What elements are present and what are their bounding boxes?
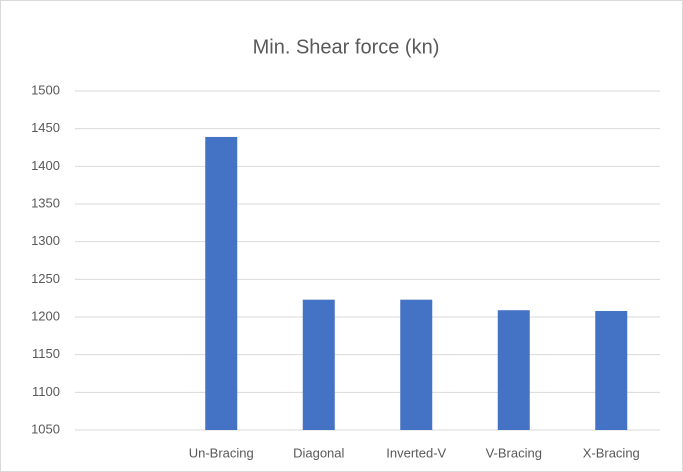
bar	[205, 136, 238, 430]
bar	[595, 310, 628, 430]
x-tick-label: X-Bracing	[583, 445, 640, 460]
bar	[497, 310, 530, 430]
y-tick-label: 1450	[31, 120, 60, 135]
y-tick-label: 1200	[31, 308, 60, 323]
x-tick-label: Diagonal	[293, 445, 344, 460]
y-tick-label: 1300	[31, 233, 60, 248]
bar	[302, 299, 335, 430]
x-tick-label: Inverted-V	[386, 445, 446, 460]
x-tick-label: V-Bracing	[486, 445, 542, 460]
y-tick-label: 1150	[32, 346, 60, 361]
x-tick-label: Un-Bracing	[189, 445, 254, 460]
chart-title: Min. Shear force (kn)	[253, 36, 440, 58]
y-tick-label: 1500	[31, 82, 60, 97]
y-tick-label: 1250	[31, 271, 60, 286]
y-tick-label: 1100	[32, 384, 60, 399]
y-tick-label: 1400	[31, 158, 60, 173]
bar	[400, 299, 433, 430]
y-tick-label: 1350	[31, 195, 60, 210]
y-tick-label: 1050	[31, 421, 60, 436]
